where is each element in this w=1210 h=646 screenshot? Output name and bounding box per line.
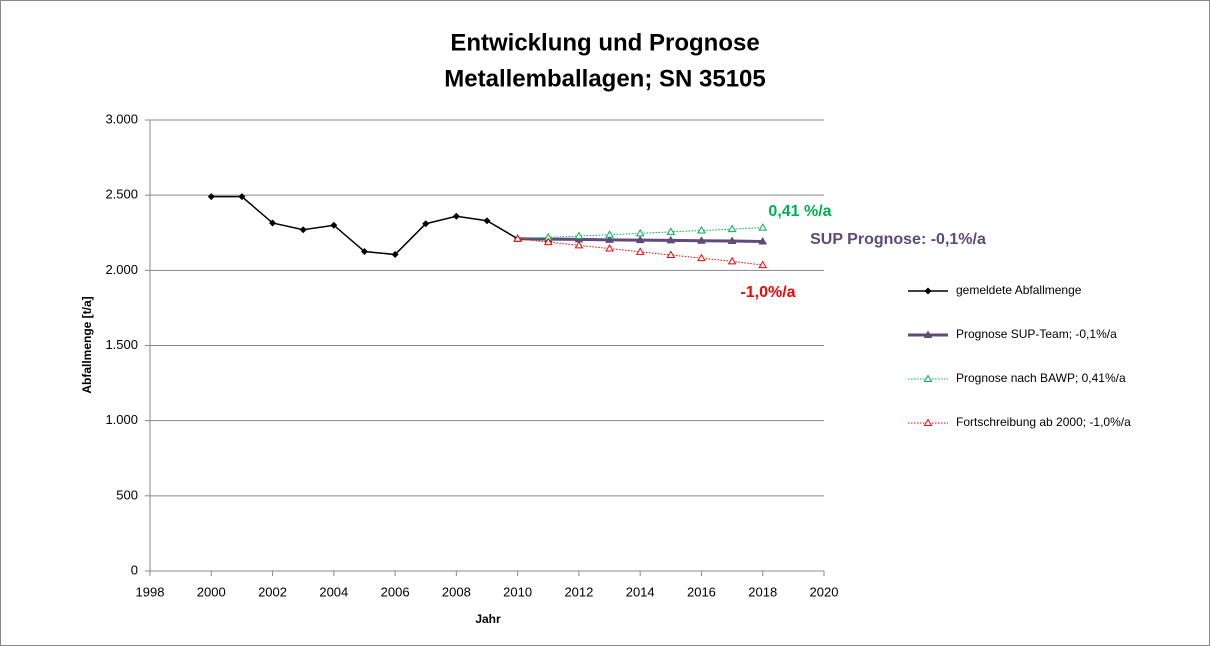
y-tick-label: 2.000 bbox=[105, 262, 138, 277]
x-tick-label: 2004 bbox=[319, 584, 348, 599]
x-tick-label: 2000 bbox=[197, 584, 226, 599]
legend-marker bbox=[923, 374, 933, 382]
x-tick-label: 2002 bbox=[258, 584, 287, 599]
y-tick-label: 500 bbox=[116, 487, 138, 502]
annotation: SUP Prognose: -0,1%/a bbox=[810, 231, 986, 248]
data-point bbox=[635, 228, 645, 237]
legend-marker bbox=[923, 418, 933, 426]
x-tick-label: 2008 bbox=[442, 584, 471, 599]
y-tick-label: 1.000 bbox=[105, 412, 138, 427]
data-point bbox=[238, 193, 246, 201]
y-axis-label: Abfallmenge [t/a] bbox=[80, 296, 94, 393]
data-point bbox=[299, 226, 307, 234]
data-point bbox=[697, 253, 706, 262]
chart-title: Entwicklung und Prognose bbox=[450, 29, 759, 56]
legend-label: gemeldete Abfallmenge bbox=[956, 283, 1082, 297]
data-point bbox=[574, 240, 584, 249]
x-tick-label: 2014 bbox=[626, 584, 655, 599]
x-axis-label: Jahr bbox=[475, 612, 501, 626]
data-point bbox=[727, 256, 737, 265]
y-tick-label: 3.000 bbox=[105, 111, 138, 126]
data-point bbox=[543, 237, 553, 246]
legend-label: Prognose nach BAWP; 0,41%/a bbox=[956, 371, 1126, 385]
data-point bbox=[360, 248, 368, 256]
data-point bbox=[207, 193, 215, 201]
x-tick-label: 2006 bbox=[381, 584, 410, 599]
y-tick-label: 0 bbox=[131, 562, 138, 577]
data-point bbox=[269, 219, 277, 227]
data-point bbox=[697, 236, 706, 244]
annotation: -1,0%/a bbox=[740, 284, 795, 301]
legend-marker bbox=[924, 287, 932, 295]
data-point bbox=[666, 227, 676, 235]
data-point bbox=[758, 236, 768, 245]
x-tick-label: 2010 bbox=[503, 584, 532, 599]
x-tick-label: 2020 bbox=[810, 584, 839, 599]
data-point bbox=[513, 234, 523, 242]
data-point bbox=[635, 247, 645, 255]
data-point bbox=[574, 231, 584, 240]
x-tick-label: 2018 bbox=[748, 584, 777, 599]
series-line bbox=[517, 227, 763, 240]
x-tick-label: 2016 bbox=[687, 584, 716, 599]
data-point bbox=[391, 251, 399, 259]
chart-title: Metallemballagen; SN 35105 bbox=[444, 65, 765, 92]
data-point bbox=[483, 217, 491, 225]
y-tick-label: 2.500 bbox=[105, 187, 138, 202]
data-point bbox=[605, 230, 614, 238]
data-point bbox=[635, 235, 645, 244]
data-point bbox=[422, 220, 430, 228]
data-point bbox=[727, 224, 737, 233]
data-point bbox=[758, 260, 768, 269]
annotation: 0,41 %/a bbox=[768, 203, 831, 220]
y-tick-label: 1.500 bbox=[105, 337, 138, 352]
data-point bbox=[758, 223, 768, 231]
data-point bbox=[727, 236, 737, 245]
data-point bbox=[330, 221, 338, 229]
legend-marker bbox=[923, 330, 933, 338]
x-tick-label: 2012 bbox=[564, 584, 593, 599]
data-point bbox=[666, 235, 676, 244]
x-tick-label: 1998 bbox=[136, 584, 165, 599]
data-point bbox=[605, 235, 614, 243]
data-point bbox=[697, 226, 706, 234]
legend-label: Fortschreibung ab 2000; -1,0%/a bbox=[956, 415, 1131, 429]
data-point bbox=[452, 212, 460, 220]
data-point bbox=[666, 250, 676, 258]
data-point bbox=[605, 244, 614, 252]
legend-label: Prognose SUP-Team; -0,1%/a bbox=[956, 327, 1117, 341]
